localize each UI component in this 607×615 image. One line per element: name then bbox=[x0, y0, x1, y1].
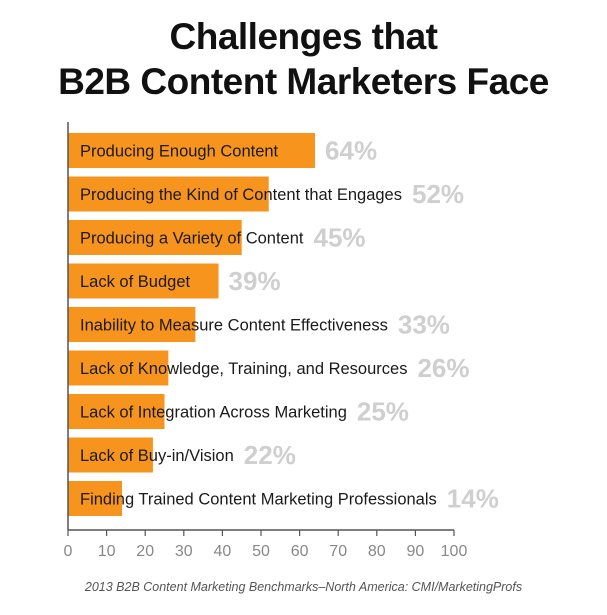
bar-label: Lack of Knowledge, Training, and Resourc… bbox=[80, 360, 407, 378]
x-tick-label: 60 bbox=[291, 543, 309, 560]
bars-layer: Producing Enough Content 64% Producing the… bbox=[68, 133, 499, 516]
x-tick-label: 0 bbox=[64, 543, 73, 560]
value-label: 22% bbox=[244, 440, 296, 470]
value-label: 45% bbox=[314, 223, 366, 253]
value-label: 33% bbox=[398, 310, 450, 340]
x-tick-label: 50 bbox=[252, 543, 270, 560]
x-tick-label: 100 bbox=[441, 543, 468, 560]
bar-chart: Producing Enough Content 64% Producing the… bbox=[64, 122, 499, 560]
bar-label: Producing the Kind of Content that Engag… bbox=[80, 186, 402, 204]
value-label: 26% bbox=[417, 353, 469, 383]
x-tick-label: 40 bbox=[214, 543, 232, 560]
value-label: 39% bbox=[229, 266, 281, 296]
bar-label: Lack of Budget bbox=[80, 273, 190, 291]
value-label: 52% bbox=[412, 179, 464, 209]
source-note: 2013 B2B Content Marketing Benchmarks–No… bbox=[84, 580, 523, 594]
x-tick-label: 70 bbox=[329, 543, 347, 560]
bar bbox=[68, 176, 269, 212]
bar-label: Lack of Buy-in/Vision bbox=[80, 447, 234, 465]
chart-title-line-1: Challenges that bbox=[169, 16, 439, 57]
value-label: 25% bbox=[357, 397, 409, 427]
chart-title: Challenges that B2B Content Marketers Fa… bbox=[0, 14, 607, 104]
x-axis: 0 10 20 30 40 50 60 70 80 90 100 bbox=[64, 122, 468, 560]
x-tick-label: 90 bbox=[407, 543, 425, 560]
bar-label: Inability to Measure Content Effectivene… bbox=[80, 317, 388, 335]
x-tick-label: 30 bbox=[175, 543, 193, 560]
bar bbox=[68, 437, 153, 473]
bar bbox=[68, 394, 165, 429]
x-tick-label: 20 bbox=[136, 543, 154, 560]
value-label: 14% bbox=[447, 484, 499, 514]
value-label: 64% bbox=[325, 136, 377, 166]
bar-label: Producing Enough Content bbox=[80, 143, 279, 161]
bar bbox=[68, 481, 123, 516]
bar-label: Finding Trained Content Marketing Profes… bbox=[80, 491, 437, 509]
bar-label: Producing a Variety of Content bbox=[80, 230, 304, 248]
bar-label: Lack of Integration Across Marketing bbox=[80, 404, 347, 422]
bar bbox=[68, 133, 316, 168]
x-tick-label: 10 bbox=[98, 543, 116, 560]
x-tick-label: 80 bbox=[368, 543, 386, 560]
chart-title-line-2: B2B Content Marketers Face bbox=[58, 61, 549, 102]
bar bbox=[68, 350, 169, 386]
bar bbox=[68, 307, 196, 342]
bar bbox=[68, 263, 219, 299]
bar bbox=[68, 220, 242, 255]
